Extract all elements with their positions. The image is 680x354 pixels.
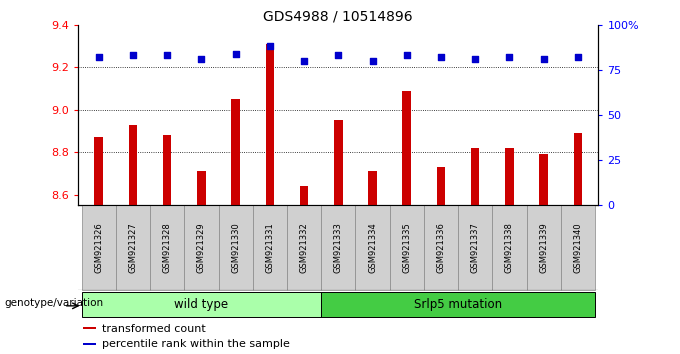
Text: GSM921337: GSM921337 [471, 222, 479, 273]
Bar [356, 205, 390, 290]
Bar [82, 205, 116, 290]
Bar [184, 205, 218, 290]
Bar [526, 205, 561, 290]
Bar [82, 292, 321, 317]
Bar [218, 205, 253, 290]
Bar [321, 205, 356, 290]
Point [162, 53, 173, 58]
Text: GSM921328: GSM921328 [163, 222, 171, 273]
Bar [129, 125, 137, 205]
Text: transformed count: transformed count [101, 324, 205, 333]
Title: GDS4988 / 10514896: GDS4988 / 10514896 [263, 10, 413, 24]
Point [128, 53, 139, 58]
Point [435, 55, 446, 60]
Bar [84, 343, 97, 345]
Bar [300, 186, 308, 205]
Text: GSM921340: GSM921340 [573, 222, 582, 273]
Bar [321, 292, 595, 317]
Text: GSM921339: GSM921339 [539, 222, 548, 273]
Text: GSM921335: GSM921335 [403, 222, 411, 273]
Bar [334, 120, 343, 205]
Bar [116, 205, 150, 290]
Point [231, 51, 241, 57]
Point [401, 53, 412, 58]
Bar [505, 148, 513, 205]
Bar [390, 205, 424, 290]
Text: GSM921329: GSM921329 [197, 222, 206, 273]
Bar [539, 154, 548, 205]
Text: GSM921333: GSM921333 [334, 222, 343, 273]
Bar [471, 148, 479, 205]
Bar [197, 171, 205, 205]
Bar [266, 44, 274, 205]
Text: GSM921336: GSM921336 [437, 222, 445, 273]
Bar [163, 135, 171, 205]
Bar [95, 137, 103, 205]
Bar [561, 205, 595, 290]
Point [265, 44, 275, 49]
Point [333, 53, 343, 58]
Text: GSM921327: GSM921327 [129, 222, 137, 273]
Bar [253, 205, 287, 290]
Text: Srlp5 mutation: Srlp5 mutation [414, 298, 502, 311]
Text: GSM921332: GSM921332 [300, 222, 309, 273]
Text: GSM921330: GSM921330 [231, 222, 240, 273]
Point [93, 55, 104, 60]
Text: genotype/variation: genotype/variation [4, 298, 103, 308]
Text: GSM921334: GSM921334 [368, 222, 377, 273]
Bar [437, 167, 445, 205]
Point [504, 55, 515, 60]
Point [470, 56, 481, 62]
Bar [369, 171, 377, 205]
Bar [403, 91, 411, 205]
Point [538, 56, 549, 62]
Point [196, 56, 207, 62]
Text: GSM921331: GSM921331 [265, 222, 274, 273]
Bar [424, 205, 458, 290]
Bar [150, 205, 184, 290]
Bar [458, 205, 492, 290]
Bar [492, 205, 526, 290]
Point [573, 55, 583, 60]
Bar [574, 133, 582, 205]
Text: wild type: wild type [174, 298, 228, 311]
Bar [231, 99, 240, 205]
Point [367, 58, 378, 64]
Text: percentile rank within the sample: percentile rank within the sample [101, 339, 290, 349]
Text: GSM921338: GSM921338 [505, 222, 514, 273]
Text: GSM921326: GSM921326 [95, 222, 103, 273]
Bar [287, 205, 321, 290]
Point [299, 58, 309, 64]
Bar [84, 327, 97, 329]
